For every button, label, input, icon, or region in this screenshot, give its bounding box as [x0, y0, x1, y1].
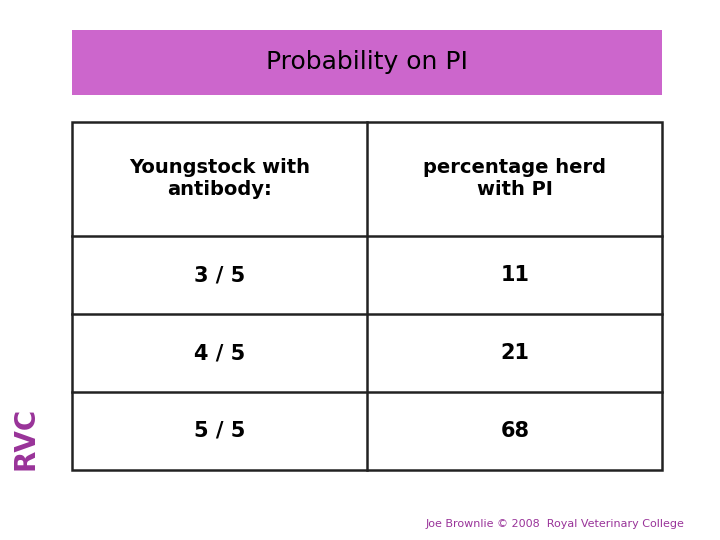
Text: RVC: RVC — [12, 407, 39, 470]
Text: 68: 68 — [500, 421, 529, 441]
Text: 21: 21 — [500, 343, 529, 363]
Text: 3 / 5: 3 / 5 — [194, 265, 246, 285]
Text: Joe Brownlie © 2008  Royal Veterinary College: Joe Brownlie © 2008 Royal Veterinary Col… — [425, 519, 684, 529]
Text: percentage herd
with PI: percentage herd with PI — [423, 158, 606, 199]
Text: Youngstock with
antibody:: Youngstock with antibody: — [129, 158, 310, 199]
Text: 4 / 5: 4 / 5 — [194, 343, 246, 363]
Text: 11: 11 — [500, 265, 529, 285]
Text: 5 / 5: 5 / 5 — [194, 421, 246, 441]
FancyBboxPatch shape — [72, 30, 662, 94]
Text: Probability on PI: Probability on PI — [266, 50, 468, 74]
